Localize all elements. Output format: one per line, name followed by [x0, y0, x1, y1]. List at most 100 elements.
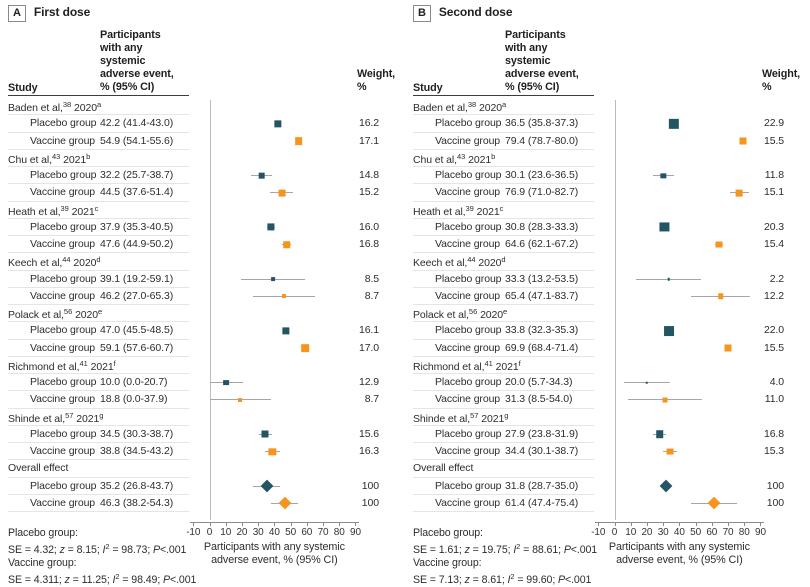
estimate-value: 76.9 (71.0-82.7) — [505, 186, 579, 199]
data-row: Vaccine group 47.6 (44.9-50.2) 16.8 — [0, 236, 405, 254]
reference-superscript: 56 — [63, 307, 73, 316]
estimate-value: 47.0 (45.5-48.5) — [100, 324, 174, 337]
group-label: Placebo group — [435, 324, 502, 337]
weight-value: 16.8 — [358, 238, 379, 250]
group-label: Placebo group — [435, 427, 502, 440]
reference-superscript: 57 — [65, 410, 74, 420]
weight-value: 15.1 — [763, 186, 784, 199]
weight-value: 8.7 — [364, 289, 379, 302]
study-name: Richmond et al,41 2021f — [8, 358, 116, 373]
group-label: Vaccine group — [30, 393, 96, 406]
weight-value: 11.8 — [764, 169, 784, 181]
point-estimate-marker — [735, 189, 743, 197]
study-name: Baden et al,38 2020a — [413, 100, 507, 114]
axis-tick-label: 70 — [722, 527, 734, 538]
point-estimate-marker — [294, 137, 303, 145]
reference-superscript: 38 — [467, 100, 477, 109]
weight-value: 15.2 — [358, 186, 379, 199]
overall-diamond-marker — [659, 479, 673, 493]
group-label: Placebo group — [30, 169, 97, 181]
axis-tick — [663, 522, 665, 526]
study-name: Overall effect — [8, 462, 69, 475]
italic-z: z — [464, 574, 470, 586]
point-estimate-marker — [662, 397, 668, 403]
axis-tick — [193, 522, 195, 526]
study-name: Polack et al,56 2020e — [8, 307, 103, 321]
weight-value: 20.3 — [763, 220, 784, 233]
row-separator — [413, 304, 594, 305]
point-estimate-marker — [278, 189, 286, 197]
row-separator — [8, 390, 189, 392]
row-separator — [8, 286, 189, 288]
estimate-value: 27.9 (23.8-31.9) — [505, 427, 579, 440]
study-row: Chu et al,43 2021b — [405, 150, 810, 167]
data-row: Placebo group 31.8 (28.7-35.0) 100 — [405, 478, 810, 495]
data-row: Vaccine group 76.9 (71.0-82.7) 15.1 — [405, 184, 810, 202]
study-name: Overall effect — [413, 462, 474, 475]
row-separator — [413, 252, 594, 254]
estimate-value: 61.4 (47.4-75.4) — [505, 496, 579, 509]
group-label: Placebo group — [435, 272, 502, 285]
weight-value: 4.0 — [769, 376, 784, 388]
footnote-superscript: g — [504, 410, 509, 420]
row-separator — [413, 442, 594, 443]
column-header-weight-line: Weight, — [357, 68, 396, 80]
estimate-value: 38.8 (34.5-43.2) — [100, 445, 174, 457]
group-label: Placebo group — [435, 117, 502, 130]
study-name: Polack et al,56 2020e — [413, 307, 508, 321]
data-row: Vaccine group 34.4 (30.1-38.7) 15.3 — [405, 443, 810, 461]
axis-tick — [241, 522, 243, 526]
reference-superscript: 57 — [470, 410, 479, 420]
group-label: Placebo group — [30, 479, 97, 492]
estimate-value: 30.1 (23.6-36.5) — [505, 169, 579, 181]
group-label: Vaccine group — [30, 289, 96, 302]
axis-tick — [695, 522, 697, 526]
axis-tick — [355, 522, 357, 526]
estimate-value: 32.2 (25.7-38.7) — [100, 169, 174, 181]
axis-tick — [306, 522, 308, 526]
point-estimate-marker — [238, 397, 242, 402]
study-name: Chu et al,43 2021b — [8, 151, 91, 166]
estimate-value: 59.1 (57.6-60.7) — [100, 341, 174, 354]
italic-z: z — [59, 544, 65, 556]
reference-superscript: 41 — [484, 358, 493, 368]
axis-tick — [290, 522, 292, 526]
axis-tick — [679, 522, 681, 526]
study-row: Chu et al,43 2021b — [0, 150, 405, 167]
estimate-value: 54.9 (54.1-55.6) — [100, 134, 174, 147]
group-label: Placebo group — [30, 117, 97, 130]
panel-label: A — [8, 5, 26, 22]
point-estimate-marker — [645, 381, 649, 384]
group-label: Vaccine group — [435, 341, 501, 354]
group-label: Vaccine group — [30, 341, 96, 354]
panel-title: First dose — [33, 5, 91, 19]
row-separator — [413, 200, 594, 202]
footnote-superscript: f — [113, 358, 116, 368]
axis-tick — [258, 522, 260, 526]
squared-superscript: 2 — [516, 542, 521, 551]
data-row: Vaccine group 54.9 (54.1-55.6) 17.1 — [0, 133, 405, 150]
estimate-value: 33.3 (13.2-53.5) — [505, 272, 579, 285]
data-row: Vaccine group 46.2 (27.0-65.3) 8.7 — [0, 288, 405, 305]
group-label: Vaccine group — [30, 496, 96, 509]
row-separator — [8, 511, 189, 512]
point-estimate-marker — [715, 241, 723, 248]
footnote-superscript: c — [94, 203, 99, 213]
axis-tick-label: 10 — [625, 527, 637, 538]
weight-value: 17.1 — [358, 134, 379, 147]
group-label: Vaccine group — [435, 393, 501, 406]
italic-p: P — [163, 574, 170, 586]
data-row: Vaccine group 31.3 (8.5-54.0) 11.0 — [405, 391, 810, 409]
column-header-value-line: systemic — [505, 55, 551, 67]
study-name: Keech et al,44 2020d — [8, 255, 101, 270]
footnote-superscript: b — [86, 151, 91, 161]
data-row: Vaccine group 59.1 (57.6-60.7) 17.0 — [0, 340, 405, 357]
study-row: Polack et al,56 2020e — [405, 305, 810, 323]
estimate-value: 30.8 (28.3-33.3) — [505, 220, 579, 233]
row-separator — [8, 148, 189, 150]
squared-superscript: 2 — [105, 542, 110, 551]
axis-tick — [711, 522, 713, 526]
stats-detail: SE = 1.61; z = 19.75; I2 = 88.61; P<.001 — [413, 542, 598, 556]
group-label: Placebo group — [435, 169, 502, 181]
stats-group-label: Vaccine group: — [413, 557, 482, 569]
